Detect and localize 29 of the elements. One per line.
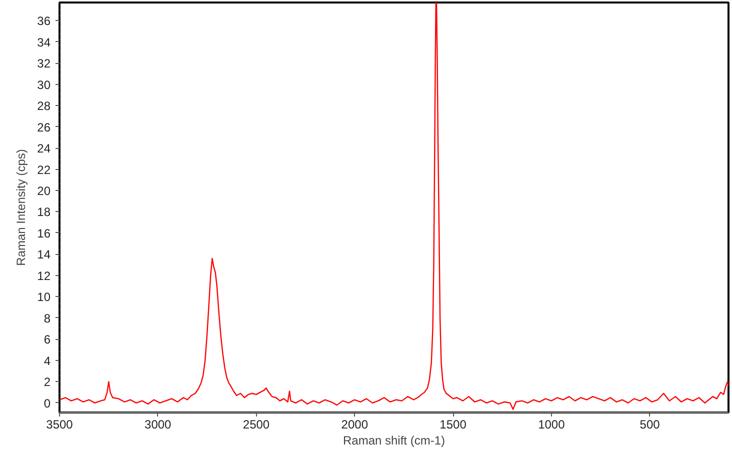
y-tick-label: 14 — [37, 248, 51, 262]
x-tick-label: 2500 — [242, 418, 270, 432]
y-tick-label: 28 — [37, 99, 51, 114]
y-tick-label: 18 — [37, 205, 51, 220]
y-tick-label: 22 — [37, 162, 51, 177]
y-tick-label: 16 — [37, 226, 51, 240]
y-tick-label: 30 — [37, 78, 51, 92]
x-tick-label: 2000 — [341, 418, 368, 432]
y-tick-label: 34 — [37, 35, 51, 50]
y-tick-label: 8 — [44, 311, 51, 326]
y-tick-label: 26 — [37, 120, 51, 134]
y-tick-label: 12 — [37, 268, 51, 283]
y-tick-label: 0 — [44, 396, 51, 410]
y-tick-label: 4 — [44, 354, 51, 368]
y-tick-label: 36 — [37, 14, 51, 28]
y-tick-label: 20 — [37, 184, 51, 198]
y-tick-label: 10 — [37, 290, 51, 304]
x-tick-label: 1000 — [538, 418, 566, 432]
x-tick-label: 3500 — [46, 418, 74, 432]
line-series — [60, 2, 728, 410]
x-tick-label: 3000 — [144, 418, 172, 432]
y-tick-label: 24 — [37, 142, 51, 156]
y-tick-label: 2 — [44, 375, 51, 390]
x-tick-label: 1500 — [440, 418, 467, 432]
x-tick-label: 500 — [640, 418, 660, 432]
y-tick-label: 32 — [37, 56, 51, 71]
y-tick-label: 6 — [44, 332, 51, 347]
y-axis-title: Raman Intensity (cps) — [14, 149, 28, 266]
x-axis-title: Raman shift (cm-1) — [342, 434, 446, 448]
